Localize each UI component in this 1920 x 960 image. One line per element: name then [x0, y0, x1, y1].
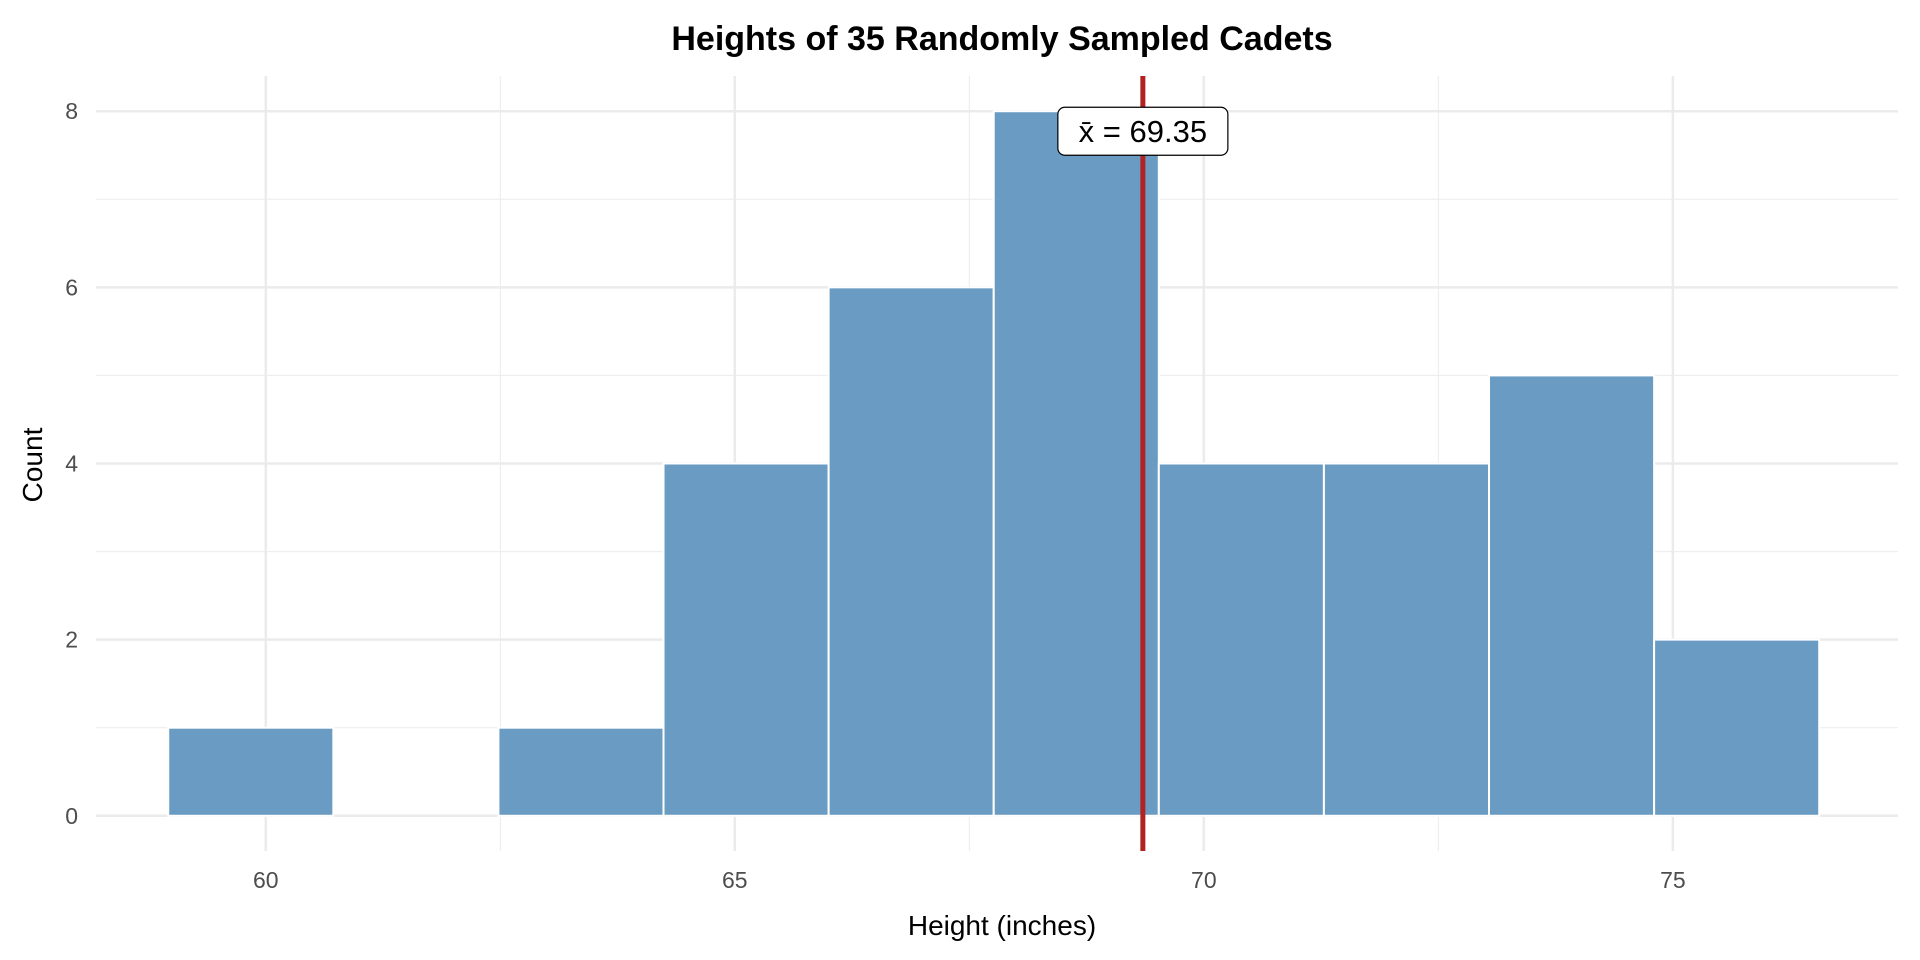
y-tick-label: 6	[65, 274, 78, 300]
histogram-bar	[1157, 462, 1325, 817]
x-axis-label: Height (inches)	[908, 910, 1096, 941]
histogram-bar	[1488, 374, 1656, 817]
histogram-bar	[1653, 638, 1821, 817]
tick-labels: 60 65 70 75 0 2 4 6 8	[65, 98, 1685, 893]
x-tick-label: 60	[253, 867, 279, 893]
chart-title: Heights of 35 Randomly Sampled Cadets	[671, 20, 1332, 58]
histogram-bar	[827, 286, 995, 817]
y-tick-label: 4	[65, 451, 78, 477]
y-tick-label: 2	[65, 627, 78, 653]
mean-label: x̄ = 69.35	[1079, 114, 1207, 149]
histogram-bar	[497, 726, 665, 817]
mean-marker: x̄ = 69.35	[1057, 76, 1229, 851]
x-tick-label: 65	[722, 867, 748, 893]
y-tick-label: 8	[65, 98, 78, 124]
histogram-bar	[992, 110, 1160, 817]
y-axis-label: Count	[17, 427, 48, 502]
histogram-bar	[1322, 462, 1491, 817]
y-tick-label: 0	[65, 803, 78, 829]
x-tick-label: 70	[1191, 867, 1217, 893]
x-tick-label: 75	[1660, 867, 1686, 893]
mean-label-box	[1057, 106, 1229, 156]
histogram-bar	[662, 462, 830, 817]
bars	[167, 110, 1821, 817]
histogram-bar	[167, 726, 335, 817]
